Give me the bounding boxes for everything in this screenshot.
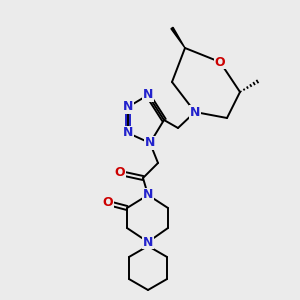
- Text: O: O: [215, 56, 225, 68]
- Polygon shape: [171, 27, 185, 48]
- Text: N: N: [123, 127, 133, 140]
- Text: N: N: [123, 100, 133, 113]
- Text: N: N: [143, 236, 153, 248]
- Text: O: O: [115, 167, 125, 179]
- Text: N: N: [145, 136, 155, 149]
- Text: O: O: [103, 196, 113, 209]
- Text: N: N: [143, 88, 153, 101]
- Text: N: N: [190, 106, 200, 118]
- Text: N: N: [143, 188, 153, 202]
